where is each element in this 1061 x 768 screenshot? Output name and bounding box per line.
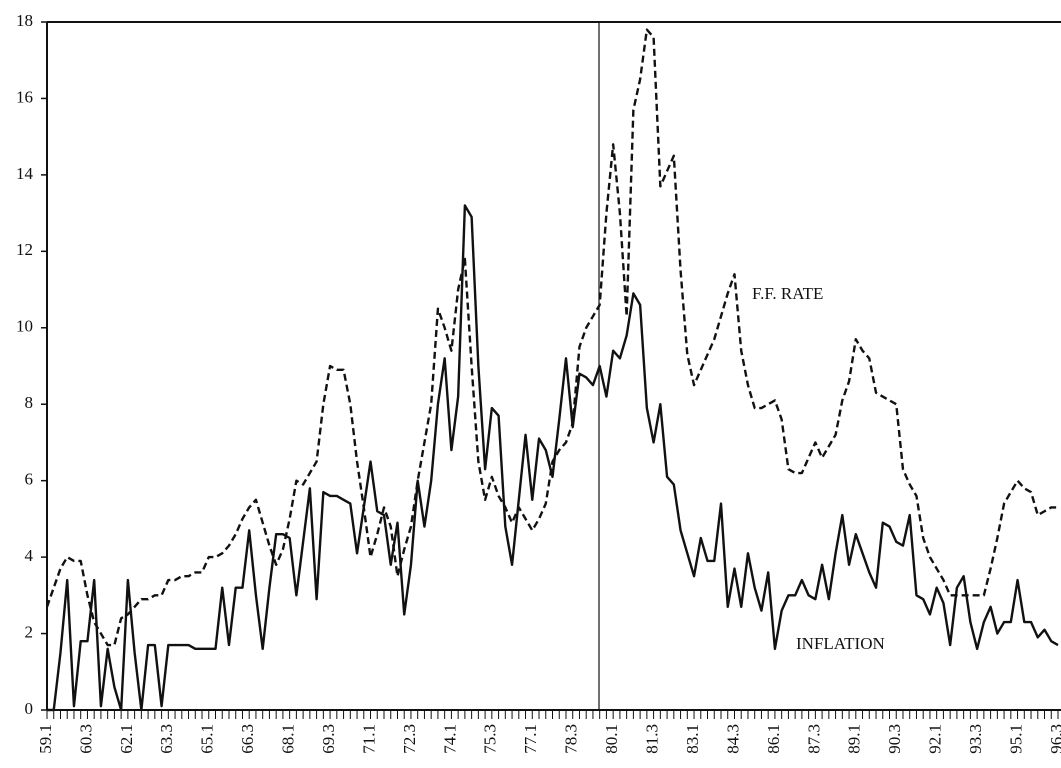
series-label: F.F. RATE: [752, 284, 823, 303]
x-tick-label: 92.1: [926, 724, 945, 754]
y-tick-label: 12: [16, 240, 33, 259]
y-tick-label: 8: [25, 393, 34, 412]
y-tick-label: 14: [16, 164, 34, 183]
x-tick-label: 95.1: [1006, 724, 1025, 754]
x-tick-label: 93.3: [966, 724, 985, 754]
x-tick-label: 62.1: [117, 724, 136, 754]
x-tick-label: 77.1: [521, 724, 540, 754]
x-tick-label: 81.3: [643, 724, 662, 754]
x-tick-label: 65.1: [198, 724, 217, 754]
y-tick-label: 10: [16, 317, 33, 336]
x-tick-label: 84.3: [723, 724, 742, 754]
y-tick-label: 4: [25, 546, 34, 565]
x-tick-label: 66.3: [238, 724, 257, 754]
x-tick-label: 90.3: [885, 724, 904, 754]
x-tick-label: 74.1: [440, 724, 459, 754]
x-tick-label: 63.3: [157, 724, 176, 754]
x-tick-label: 96.3: [1047, 724, 1061, 754]
x-tick-label: 78.3: [562, 724, 581, 754]
x-tick-label: 71.1: [359, 724, 378, 754]
y-tick-label: 6: [25, 470, 34, 489]
x-tick-label: 69.3: [319, 724, 338, 754]
x-tick-label: 83.1: [683, 724, 702, 754]
dashed-line: [45, 28, 1058, 647]
x-tick-label: 60.3: [76, 724, 95, 754]
x-tick-label: 68.1: [279, 724, 298, 754]
x-tick-label: 86.1: [764, 724, 783, 754]
solid-line: [47, 204, 1059, 712]
y-tick-label: 0: [25, 699, 34, 718]
x-tick-label: 72.3: [400, 724, 419, 754]
y-tick-label: 16: [16, 87, 33, 106]
y-tick-label: 2: [25, 622, 34, 641]
x-tick-label: 87.3: [804, 724, 823, 754]
x-tick-label: 59.1: [36, 724, 55, 754]
x-tick-label: 89.1: [845, 724, 864, 754]
x-tick-label: 75.3: [481, 724, 500, 754]
series-label: INFLATION: [796, 634, 885, 653]
y-tick-label: 18: [16, 11, 33, 30]
x-tick-label: 80.1: [602, 724, 621, 754]
